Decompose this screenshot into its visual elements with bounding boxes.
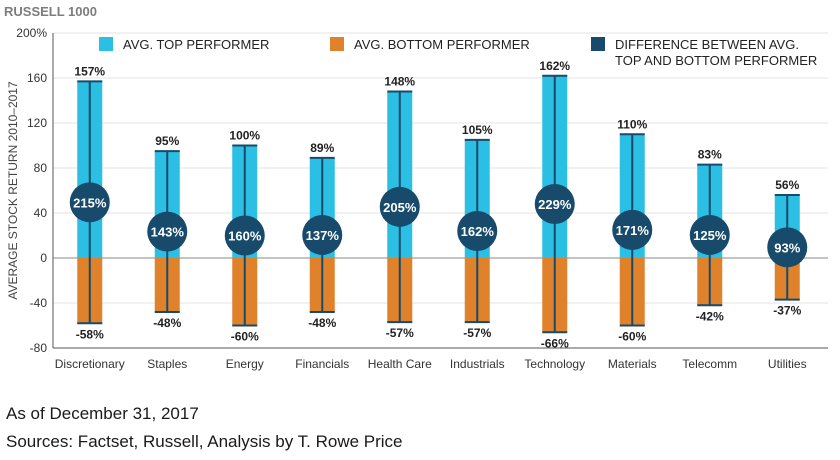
bottom-value-label: -60% [618,330,646,344]
difference-value-label: 205% [383,200,417,215]
x-tick-label: Technology [524,357,585,371]
difference-marker [379,186,420,227]
bottom-value-label: -37% [773,304,801,318]
x-tick-label: Telecomm [682,357,737,371]
difference-marker [457,211,498,251]
x-tick-label: Discretionary [55,357,125,371]
difference-marker [689,214,730,255]
legend-swatch [591,37,605,51]
y-axis-label: AVERAGE STOCK RETURN 2010–2017 [6,81,20,300]
top-value-label: 157% [74,64,105,78]
top-value-label: 56% [775,178,799,192]
legend-swatch [99,37,113,51]
top-value-label: 110% [617,117,647,131]
top-value-label: 162% [539,59,570,73]
x-tick-label: Staples [147,357,187,371]
top-value-label: 89% [310,141,334,155]
bottom-value-label: -66% [541,336,569,350]
difference-marker [147,211,188,252]
bottom-value-label: -48% [153,316,181,330]
top-value-label: 83% [698,148,722,162]
difference-marker [534,184,575,224]
y-tick-label: 120 [27,116,47,130]
chart: RUSSELL 1000 -80 -40 0 40 80 120 160 200% AVERAGE… [4,4,828,371]
bottom-value-label: -58% [76,327,104,341]
x-tick-label: Utilities [768,357,807,371]
difference-value-label: 137% [306,228,340,243]
x-tick-label: Materials [608,357,657,371]
difference-marker [612,209,653,250]
difference-marker [302,214,343,255]
difference-value-label: 160% [228,229,262,244]
x-tick-label: Energy [226,357,264,371]
y-tick-label: -80 [30,341,48,355]
bottom-value-label: -57% [463,326,491,340]
y-tick-label: 40 [34,206,48,220]
legend-label: AVG. BOTTOM PERFORMER [354,37,530,52]
bottom-value-label: -60% [231,330,259,344]
top-value-label: 95% [155,134,179,148]
chart-title: RUSSELL 1000 [4,4,97,19]
top-value-label: 100% [229,129,260,143]
y-tick-label: 200% [16,26,47,40]
sources-note: Sources: Factset, Russell, Analysis by T… [6,432,403,451]
legend-label: TOP AND BOTTOM PERFORMER [615,53,817,68]
x-tick-label: Financials [295,357,349,371]
y-tick-label: 0 [40,251,47,265]
legend-label: DIFFERENCE BETWEEN AVG. [615,37,799,52]
legend-swatch [330,37,344,51]
difference-marker [224,215,265,256]
bottom-value-label: -48% [308,316,336,330]
difference-value-label: 229% [538,197,572,212]
difference-value-label: 162% [461,224,495,239]
difference-marker [767,227,808,268]
top-value-label: 148% [384,75,415,89]
as-of-note: As of December 31, 2017 [6,404,199,423]
difference-value-label: 143% [151,225,185,240]
difference-value-label: 171% [616,223,650,238]
y-tick-label: 160 [27,71,47,85]
x-tick-label: Industrials [450,357,505,371]
y-tick-label: -40 [30,296,48,310]
difference-value-label: 125% [693,228,727,243]
bottom-value-label: -57% [386,326,414,340]
bottom-value-label: -42% [696,309,724,323]
difference-value-label: 215% [73,195,107,210]
x-tick-label: Health Care [368,357,432,371]
difference-marker [69,182,110,223]
difference-value-label: 93% [774,240,800,255]
y-tick-label: 80 [34,161,48,175]
top-value-label: 105% [462,123,493,137]
legend-label: AVG. TOP PERFORMER [123,37,269,52]
